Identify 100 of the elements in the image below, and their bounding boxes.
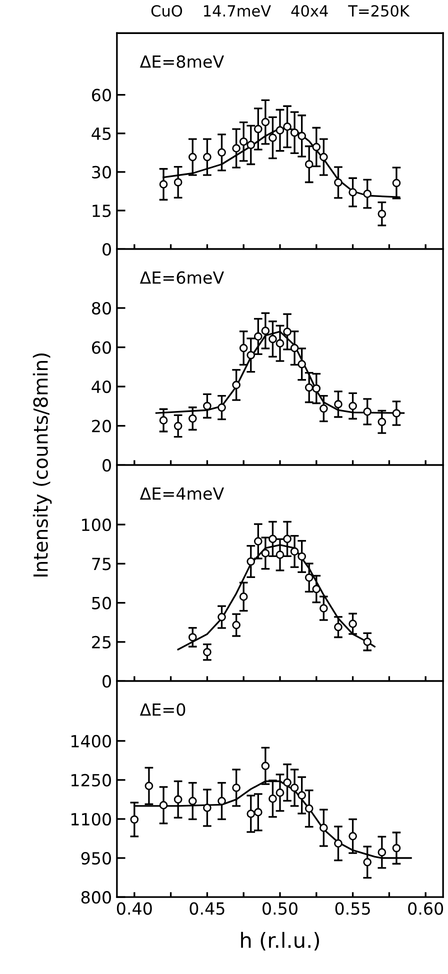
point [254,332,262,341]
point [218,796,226,806]
point [378,418,386,426]
annotation: ΔE=4meV [140,487,224,500]
point [174,178,182,186]
point [254,537,262,546]
y-tick-label: 1100 [71,812,111,826]
point [298,552,306,561]
x-tick-label: 0.60 [408,902,444,915]
point [312,142,321,152]
x-axis-title: h (r.l.u.) [241,932,320,951]
point [392,844,401,852]
point [304,804,314,813]
y-tick-label: 40 [92,380,111,394]
point [174,795,182,804]
x-tick-label: 0.45 [190,902,224,915]
y-tick-label: 100 [82,518,111,532]
point [276,339,284,348]
y-tick-label: 75 [92,558,111,570]
point [392,409,401,418]
point [320,824,328,832]
point [144,782,154,790]
point [290,128,299,137]
point [348,832,357,840]
point [130,815,139,824]
point [268,334,277,344]
point [304,383,314,392]
y-tick-label: 20 [92,420,111,432]
point [334,400,342,408]
point [254,808,262,816]
point [159,416,168,424]
point [246,557,256,566]
y-tick-label: 80 [92,302,111,315]
x-tick-label: 0.40 [116,902,152,915]
y-tick-label: 30 [92,166,111,179]
y-tick-label: 1400 [71,734,111,748]
point [159,801,168,810]
annotation: ΔE=0 [140,703,186,716]
point [320,404,328,413]
point [363,858,372,866]
point [218,403,226,412]
point [232,784,240,792]
point [290,344,299,352]
point [304,573,314,582]
point [298,791,306,800]
point [188,152,197,162]
point [320,604,328,612]
point [290,547,299,556]
y-tick-label: 950 [81,852,111,865]
y-tick-label: 0 [102,243,111,256]
point [378,848,386,856]
point [348,620,357,628]
point [261,762,270,770]
point [298,360,306,368]
point [348,402,357,410]
point [203,804,212,812]
point [268,794,277,803]
point [268,534,277,544]
point [312,384,321,393]
y-tick-label: 25 [92,636,111,649]
point [392,178,401,188]
point [334,839,342,848]
point [276,550,284,559]
point [363,408,372,416]
point [232,144,240,152]
point [283,778,292,787]
point [276,126,284,134]
annotation: ΔE=8meV [140,55,224,68]
point [304,160,314,168]
point [261,326,270,335]
point [188,633,197,642]
point [203,648,212,656]
y-tick-label: 15 [92,204,111,218]
point [283,328,292,336]
point [298,132,306,140]
point [188,414,197,423]
y-tick-label: 0 [102,675,111,688]
point [363,638,372,646]
y-axis-title: Intensity (counts/8min) [32,353,52,576]
point [261,118,270,126]
point [261,549,270,558]
point [174,422,182,430]
point [218,148,226,157]
point [203,402,212,410]
point [268,134,277,142]
y-tick-label: 800 [81,891,111,904]
y-tick-label: 45 [92,128,111,140]
point [239,344,248,352]
point [232,380,240,390]
point [203,152,212,162]
point [283,122,292,131]
point [320,152,328,162]
point [246,350,256,360]
point [188,796,197,806]
point [218,612,226,622]
point [334,178,342,187]
y-tick-label: 50 [92,596,111,610]
point [363,190,372,198]
point [232,620,240,630]
point [254,124,262,134]
